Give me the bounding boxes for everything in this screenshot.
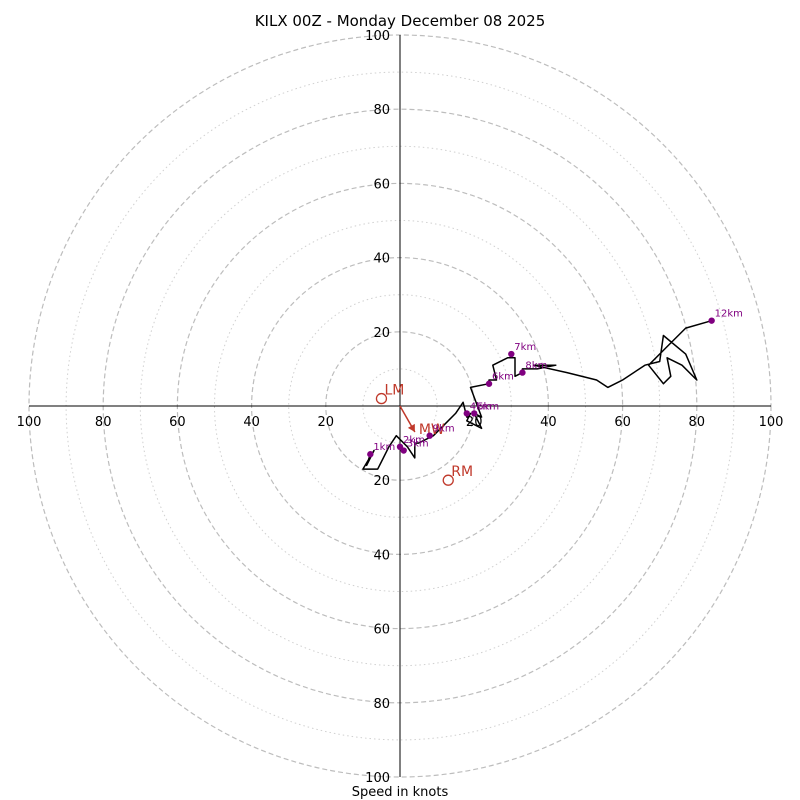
tick-labels: 100 80 60 40 20 20 40 60 80 100100806040202040608… <box>17 29 784 786</box>
x-tick-label: 100 <box>17 415 42 430</box>
height-marker-8km <box>519 369 526 376</box>
height-label-6km: 6km <box>492 372 514 383</box>
height-label-2km: 2km <box>403 435 425 446</box>
height-marker-3km <box>400 447 407 454</box>
storm-marker-rm <box>442 474 454 486</box>
height-label-4km: 4km <box>470 401 492 412</box>
y-tick-label: 60 <box>373 177 390 192</box>
storm-motion-vectors: LM RM MW <box>375 383 473 486</box>
x-tick-label: 60 <box>169 415 186 430</box>
height-marker-1km <box>367 451 374 458</box>
y-tick-label: 100 <box>365 771 390 786</box>
height-marker-12km <box>708 317 715 324</box>
mean-wind-arrowhead <box>407 423 415 432</box>
y-tick-label: 80 <box>373 697 390 712</box>
y-tick-label: 100 <box>365 29 390 44</box>
chart-title: KILX 00Z - Monday December 08 2025 <box>255 12 546 30</box>
x-tick-label: 60 <box>614 415 631 430</box>
y-tick-label: 40 <box>373 548 390 563</box>
x-tick-label: 80 <box>689 415 706 430</box>
height-label-1km: 1km <box>373 442 395 453</box>
hodograph-trace <box>362 319 712 470</box>
height-marker-4km <box>463 410 470 417</box>
y-tick-label: 60 <box>373 623 390 638</box>
storm-label-lm: LM <box>384 383 404 399</box>
height-label-3km: 3km <box>407 439 429 450</box>
height-label-8km: 8km <box>525 361 547 372</box>
height-marker-5km <box>471 410 478 417</box>
height-label-12km: 12km <box>715 309 743 320</box>
y-tick-label: 40 <box>373 252 390 267</box>
x-tick-label: 100 <box>759 415 784 430</box>
x-tick-label: 40 <box>540 415 557 430</box>
x-tick-label: 40 <box>243 415 260 430</box>
y-tick-label: 80 <box>373 103 390 118</box>
height-marker-9km <box>426 432 433 439</box>
height-marker-7km <box>508 350 515 358</box>
storm-marker-lm <box>375 392 388 405</box>
height-label-5km: 5km <box>477 401 499 412</box>
storm-label-mw: MW <box>419 422 445 438</box>
storm-label-rm: RM <box>451 464 473 480</box>
x-axis-label: Speed in knots <box>352 785 449 800</box>
height-label-9km: 9km <box>433 424 455 435</box>
height-label-7km: 7km <box>514 342 536 353</box>
hodograph-line <box>362 319 712 470</box>
y-tick-label: 20 <box>373 326 390 341</box>
height-marker-6km <box>485 380 493 387</box>
x-tick-label: 20 <box>318 415 335 430</box>
y-tick-label: 20 <box>373 474 390 489</box>
x-tick-label: 80 <box>95 415 112 430</box>
